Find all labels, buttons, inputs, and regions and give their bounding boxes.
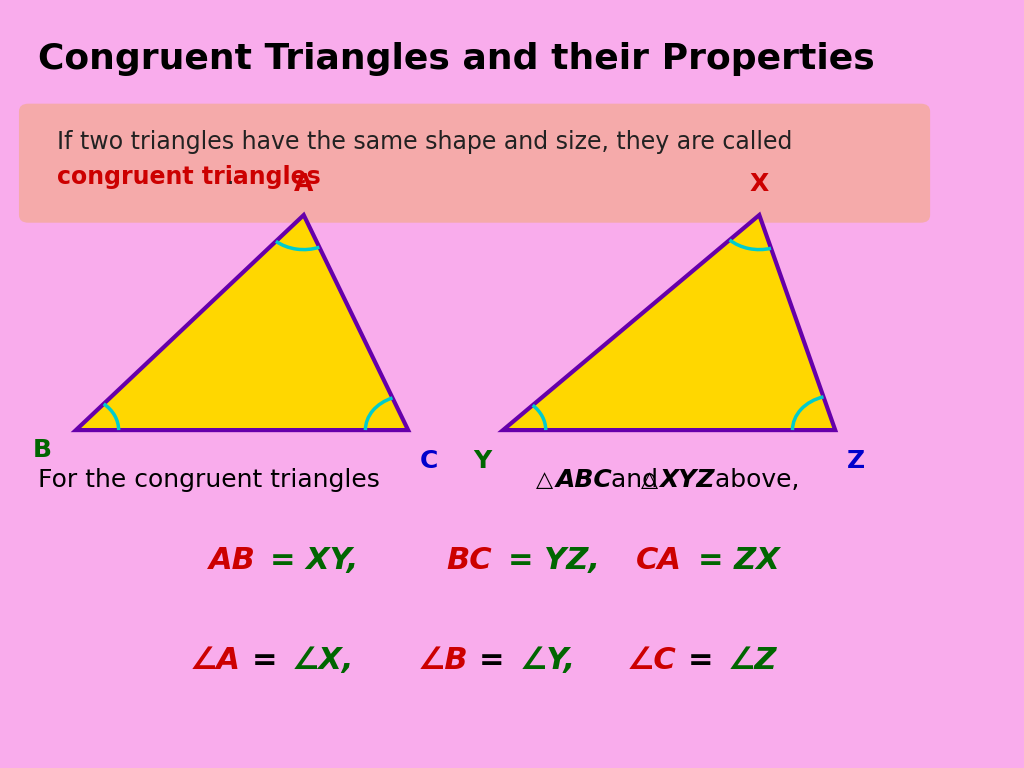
Text: ∠C: ∠C bbox=[627, 646, 676, 675]
Text: .: . bbox=[226, 164, 233, 189]
Text: Z: Z bbox=[847, 449, 865, 473]
Text: △: △ bbox=[537, 470, 553, 490]
Text: CA: CA bbox=[636, 546, 682, 575]
Text: above,: above, bbox=[708, 468, 800, 492]
Text: △: △ bbox=[641, 470, 657, 490]
Text: ∠X,: ∠X, bbox=[292, 646, 354, 675]
Text: congruent triangles: congruent triangles bbox=[57, 164, 321, 189]
Text: =: = bbox=[252, 646, 298, 675]
Text: Y: Y bbox=[473, 449, 492, 473]
Text: If two triangles have the same shape and size, they are called: If two triangles have the same shape and… bbox=[57, 130, 800, 154]
Text: BC: BC bbox=[446, 546, 492, 575]
Text: C: C bbox=[420, 449, 438, 473]
Text: XYZ: XYZ bbox=[659, 468, 715, 492]
Text: and: and bbox=[603, 468, 666, 492]
Text: ∠Z: ∠Z bbox=[728, 646, 777, 675]
Text: = XY,: = XY, bbox=[270, 546, 358, 575]
Polygon shape bbox=[76, 215, 409, 430]
Text: ∠Y,: ∠Y, bbox=[519, 646, 575, 675]
Polygon shape bbox=[503, 215, 836, 430]
Text: ∠A: ∠A bbox=[189, 646, 241, 675]
Text: = YZ,: = YZ, bbox=[508, 546, 600, 575]
Text: =: = bbox=[688, 646, 735, 675]
Text: B: B bbox=[33, 438, 52, 462]
Text: ABC: ABC bbox=[555, 468, 612, 492]
Text: Congruent Triangles and their Properties: Congruent Triangles and their Properties bbox=[38, 42, 874, 76]
Text: X: X bbox=[750, 172, 769, 196]
Text: ∠B: ∠B bbox=[418, 646, 468, 675]
Text: AB: AB bbox=[209, 546, 256, 575]
FancyBboxPatch shape bbox=[19, 104, 930, 223]
Text: For the congruent triangles: For the congruent triangles bbox=[38, 468, 388, 492]
Text: =: = bbox=[479, 646, 526, 675]
Text: A: A bbox=[294, 172, 313, 196]
Text: = ZX: = ZX bbox=[697, 546, 779, 575]
